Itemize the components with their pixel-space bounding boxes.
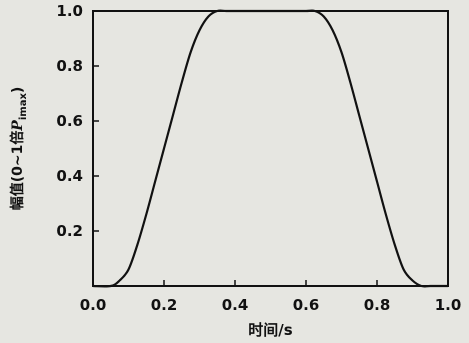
x-axis-label: 时间/s [248, 321, 292, 339]
x-axis-ticks: 0.0 0.2 0.4 0.6 0.8 1.0 [80, 280, 462, 314]
x-tick-label: 0.0 [80, 296, 107, 314]
y-tick-label: 0.8 [56, 57, 83, 75]
x-tick-label: 0.2 [151, 296, 178, 314]
x-tick-label: 0.4 [222, 296, 249, 314]
y-tick-label: 1.0 [56, 2, 83, 20]
y-axis-label-var: P [10, 120, 26, 132]
x-tick-label: 0.8 [364, 296, 391, 314]
x-tick-label: 0.6 [293, 296, 320, 314]
series-line [92, 9, 448, 288]
x-tick-label: 1.0 [435, 296, 462, 314]
y-tick-label: 0.6 [56, 112, 83, 130]
y-axis-label-prefix: 幅值(0~1倍 [9, 131, 26, 211]
y-tick-label: 0.2 [56, 222, 83, 240]
y-tick-label: 0.4 [56, 167, 83, 185]
y-axis-ticks: 0.2 0.4 0.6 0.8 1.0 [56, 2, 99, 240]
series-layer [92, 9, 448, 288]
y-axis-label-sub: imax [18, 93, 29, 121]
y-axis-label-suffix: ) [10, 87, 26, 93]
y-axis-label: 幅值(0~1倍Pimax) [9, 87, 29, 211]
